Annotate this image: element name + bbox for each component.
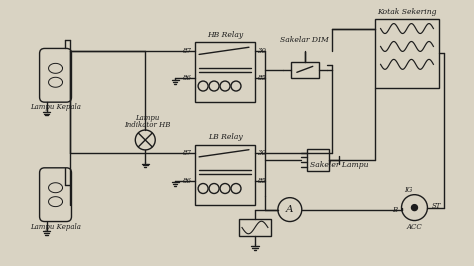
Text: A: A (286, 205, 293, 214)
Text: LB Relay: LB Relay (208, 133, 242, 141)
Bar (195, 43, 255, 102)
Text: 30: 30 (257, 149, 266, 157)
Bar (374, 19, 439, 88)
Text: 30: 30 (257, 47, 266, 55)
Text: 86: 86 (182, 177, 191, 185)
Text: Kotak Sekering: Kotak Sekering (377, 8, 437, 16)
Text: B: B (392, 206, 398, 214)
Text: Sakeler Lampu: Sakeler Lampu (310, 161, 369, 169)
Text: IG: IG (404, 186, 412, 194)
Text: 87: 87 (182, 47, 191, 55)
Text: HB Relay: HB Relay (207, 31, 243, 39)
Bar (307, 149, 329, 171)
Text: 86: 86 (182, 74, 191, 82)
Text: 85: 85 (257, 74, 266, 82)
Text: Lampu Kepala: Lampu Kepala (30, 223, 81, 231)
Text: Indikator HB: Indikator HB (124, 121, 171, 129)
Bar (195, 145, 255, 205)
Text: Sakelar DIM: Sakelar DIM (281, 36, 329, 44)
Bar (291, 62, 319, 78)
Circle shape (411, 205, 418, 211)
Text: 85: 85 (257, 177, 266, 185)
Text: Lampu Kepala: Lampu Kepala (30, 103, 81, 111)
Text: ACC: ACC (407, 223, 422, 231)
Bar (239, 219, 271, 236)
Text: 87: 87 (182, 149, 191, 157)
Text: ST: ST (431, 202, 441, 210)
Text: Lampu: Lampu (135, 114, 159, 122)
